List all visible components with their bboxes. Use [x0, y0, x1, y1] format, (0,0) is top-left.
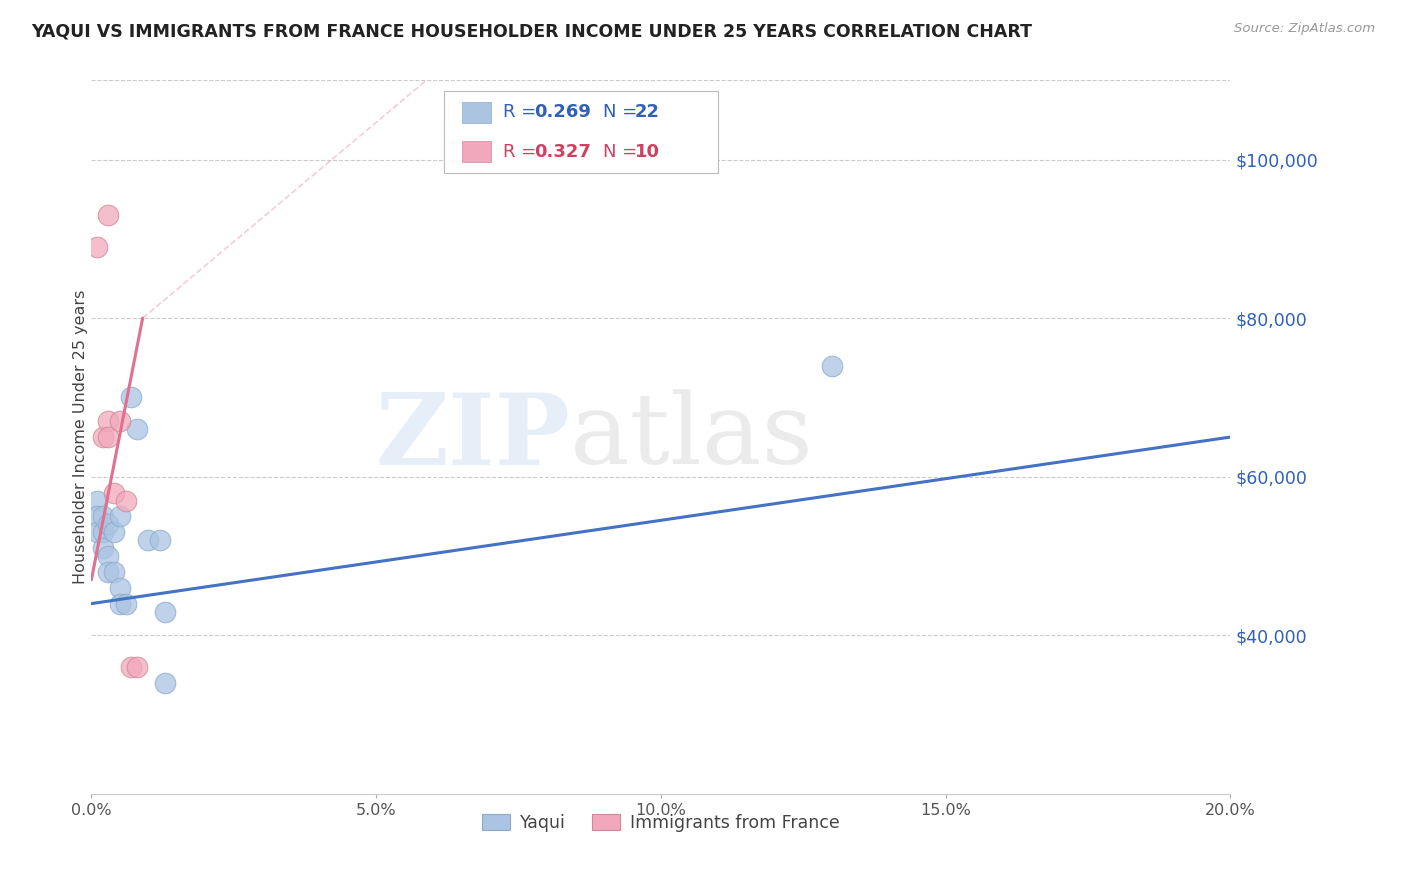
Text: YAQUI VS IMMIGRANTS FROM FRANCE HOUSEHOLDER INCOME UNDER 25 YEARS CORRELATION CH: YAQUI VS IMMIGRANTS FROM FRANCE HOUSEHOL… — [31, 22, 1032, 40]
Point — [120, 391, 142, 405]
Text: atlas: atlas — [569, 389, 813, 485]
Legend: Yaqui, Immigrants from France: Yaqui, Immigrants from France — [475, 806, 846, 838]
Point — [91, 541, 114, 555]
Point — [114, 493, 136, 508]
Point — [114, 597, 136, 611]
FancyBboxPatch shape — [444, 91, 718, 173]
Point — [108, 414, 131, 428]
Point — [138, 533, 160, 548]
Bar — [461, 141, 491, 162]
Point — [86, 493, 108, 508]
Point — [108, 509, 131, 524]
Text: 10: 10 — [634, 143, 659, 161]
Text: R =: R = — [502, 143, 541, 161]
Point — [91, 509, 114, 524]
Point — [103, 485, 125, 500]
Bar — [461, 102, 491, 123]
Text: ZIP: ZIP — [375, 389, 569, 485]
Point — [97, 565, 120, 579]
Point — [149, 533, 172, 548]
Point — [91, 525, 114, 540]
Point — [820, 359, 842, 373]
Point — [125, 660, 148, 674]
Point — [155, 605, 177, 619]
Text: 0.269: 0.269 — [534, 103, 592, 121]
Point — [108, 597, 131, 611]
Text: Source: ZipAtlas.com: Source: ZipAtlas.com — [1234, 22, 1375, 36]
Point — [97, 208, 120, 222]
Point — [86, 525, 108, 540]
Point — [103, 525, 125, 540]
Point — [103, 565, 125, 579]
Point — [91, 430, 114, 444]
Text: 22: 22 — [634, 103, 659, 121]
Point — [120, 660, 142, 674]
Point — [97, 414, 120, 428]
Point — [108, 581, 131, 595]
Y-axis label: Householder Income Under 25 years: Householder Income Under 25 years — [73, 290, 87, 584]
Point — [86, 509, 108, 524]
Text: N =: N = — [603, 103, 643, 121]
Point — [97, 549, 120, 563]
Text: R =: R = — [502, 103, 541, 121]
Point — [86, 240, 108, 254]
Point — [97, 430, 120, 444]
Text: 0.327: 0.327 — [534, 143, 592, 161]
Point — [155, 676, 177, 690]
Text: N =: N = — [603, 143, 643, 161]
Point — [97, 517, 120, 532]
Point — [125, 422, 148, 436]
